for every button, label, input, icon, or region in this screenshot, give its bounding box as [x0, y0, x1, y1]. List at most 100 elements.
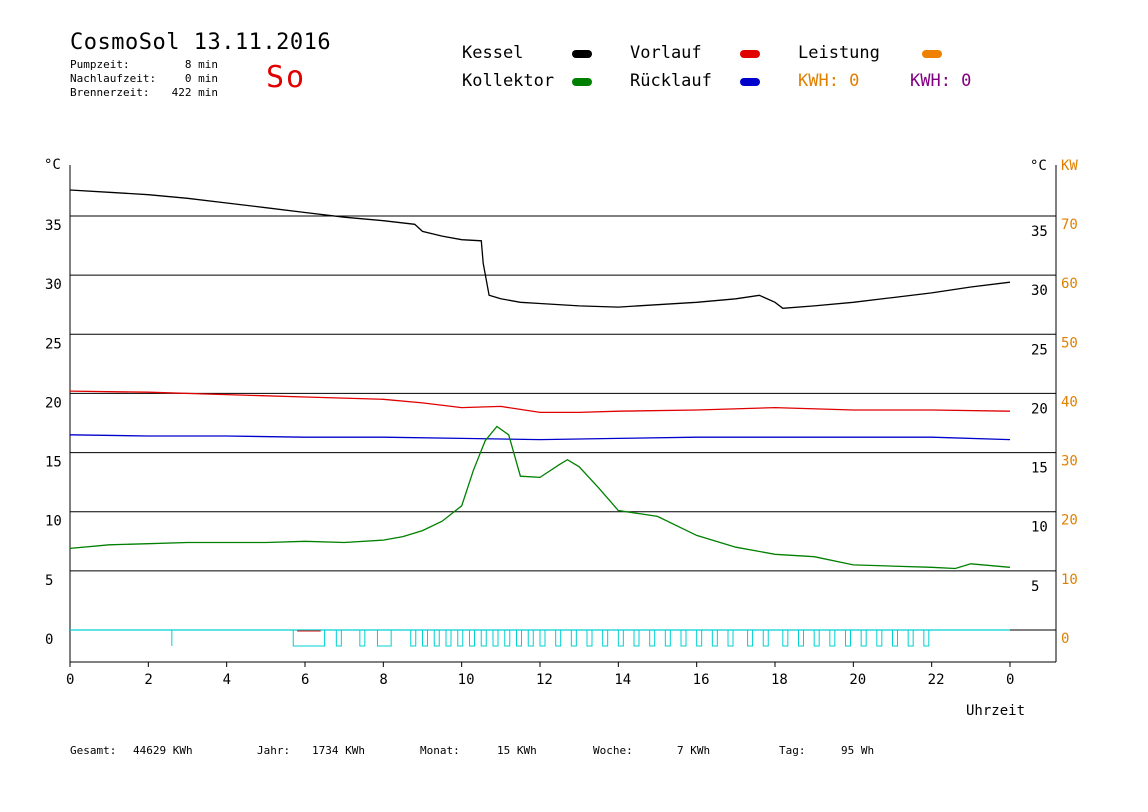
x-tick-label: 16 [693, 672, 710, 688]
leistung-pulse [480, 629, 487, 647]
y-right-unit: °C [1030, 158, 1047, 174]
leistung-pulse [696, 629, 703, 647]
y-left-tick-label: 35 [45, 218, 62, 234]
leistung-pulse [555, 629, 562, 647]
leistung-cycles [171, 629, 930, 647]
y-left-tick-label: 15 [45, 455, 62, 471]
y-right-power-tick-label: 0 [1061, 631, 1069, 647]
leistung-pulse [422, 629, 428, 647]
x-tick-label: 20 [849, 672, 866, 688]
leistung-pulse [747, 629, 754, 647]
stat-value-pumpzeit: 8 min [184, 58, 218, 71]
leistung-pulse [335, 629, 342, 647]
y-left-tick-label: 0 [45, 632, 53, 648]
leistung-pulse [586, 629, 593, 647]
x-tick-label: 0 [66, 672, 74, 688]
leistung-pulse [504, 629, 511, 647]
y-right-tick-label: 10 [1031, 520, 1048, 536]
stat-label-brennerzeit: Brennerzeit: [70, 86, 150, 99]
leistung-pulse [539, 629, 546, 647]
legend-kessel-swatch [572, 50, 592, 58]
footer-woche-value: 7 KWh [677, 744, 711, 757]
leistung-pulse [617, 629, 624, 647]
leistung-pulse [516, 629, 522, 647]
y-left-tick-label: 10 [45, 514, 62, 530]
legend-kwh-orange: KWH: 0 [798, 71, 860, 91]
legend-kwh-purple: KWH: 0 [910, 71, 972, 91]
leistung-pulse [680, 629, 687, 647]
leistung-pulse [829, 629, 836, 647]
series-line-kessel [69, 189, 1011, 309]
legend-vorlauf-label: Vorlauf [630, 43, 702, 63]
footer-gesamt-label: Gesamt: [70, 744, 117, 757]
y-right-tick-label: 30 [1031, 283, 1048, 299]
y-left-tick-label: 5 [45, 573, 53, 589]
y-right-power-tick-label: 60 [1061, 276, 1078, 292]
x-tick-label: 8 [379, 672, 387, 688]
footer-jahr-label: Jahr: [257, 744, 291, 757]
y-left-unit: °C [44, 157, 61, 173]
leistung-pulse [457, 629, 464, 647]
y-right-power-tick-label: 50 [1061, 335, 1078, 351]
footer-monat-value: 15 KWh [497, 744, 537, 757]
leistung-pulse [860, 629, 867, 647]
leistung-pulse [813, 629, 820, 647]
footer-tag-value: 95 Wh [841, 744, 875, 757]
leistung-pulse [782, 629, 789, 647]
footer-tag-label: Tag: [779, 744, 806, 757]
x-tick-label: 6 [301, 672, 309, 688]
leistung-pulse [359, 629, 366, 647]
y-left-tick-label: 20 [45, 395, 62, 411]
footer-monat-label: Monat: [420, 744, 460, 757]
leistung-pulse [527, 629, 534, 647]
x-tick-label: 10 [458, 672, 475, 688]
tick-labels: 0510152025303551015202530350102030405060… [45, 217, 1078, 688]
series-line-rcklauf [69, 434, 1011, 441]
gridlines [70, 215, 1056, 631]
x-tick-label: 0 [1006, 672, 1014, 688]
series-lines [69, 189, 1011, 631]
legend-vorlauf-swatch [740, 50, 760, 58]
footer-jahr-value: 1734 KWh [312, 744, 365, 757]
weekday-label: So [266, 60, 307, 95]
leistung-pulse [492, 629, 499, 647]
x-tick-label: 22 [928, 672, 945, 688]
y-right-tick-label: 15 [1031, 461, 1048, 477]
y-right-tick-label: 25 [1031, 342, 1048, 358]
leistung-pulse [892, 629, 898, 647]
x-tick-label: 18 [771, 672, 788, 688]
leistung-pulse [649, 629, 656, 647]
series-line-kollektor [69, 425, 1011, 570]
y-right-tick-label: 35 [1031, 224, 1048, 240]
y-left-tick-label: 30 [45, 277, 62, 293]
y-right-power-tick-label: 30 [1061, 454, 1078, 470]
leistung-pulse [410, 629, 417, 647]
leistung-pulse [469, 629, 475, 647]
leistung-pulse [727, 629, 734, 647]
legend-ruecklauf-label: Rücklauf [630, 71, 712, 91]
x-tick-label: 2 [144, 672, 152, 688]
leistung-pulse [664, 629, 671, 647]
x-axis-label: Uhrzeit [966, 703, 1025, 719]
leistung-pulse [633, 629, 640, 647]
x-tick-label: 4 [223, 672, 231, 688]
leistung-pulse [798, 629, 804, 647]
legend-kessel-label: Kessel [462, 43, 524, 63]
leistung-pulse [876, 629, 883, 647]
y-right-tick-label: 5 [1031, 579, 1039, 595]
leistung-pulse [602, 629, 609, 647]
chart-title: CosmoSol 13.11.2016 [70, 30, 332, 55]
leistung-pulse [433, 629, 440, 647]
legend-kollektor-swatch [572, 78, 592, 86]
legend-leistung-label: Leistung [798, 43, 880, 63]
axes [69, 165, 1057, 663]
series-line-vorlauf [69, 390, 1011, 414]
legend-leistung-swatch [922, 50, 942, 58]
y-left-tick-label: 25 [45, 336, 62, 352]
leistung-pulse [923, 629, 930, 647]
leistung-pulse [907, 629, 914, 647]
leistung-pulse [376, 629, 392, 647]
footer-gesamt-value: 44629 KWh [133, 744, 193, 757]
y-right-power-tick-label: 40 [1061, 394, 1078, 410]
